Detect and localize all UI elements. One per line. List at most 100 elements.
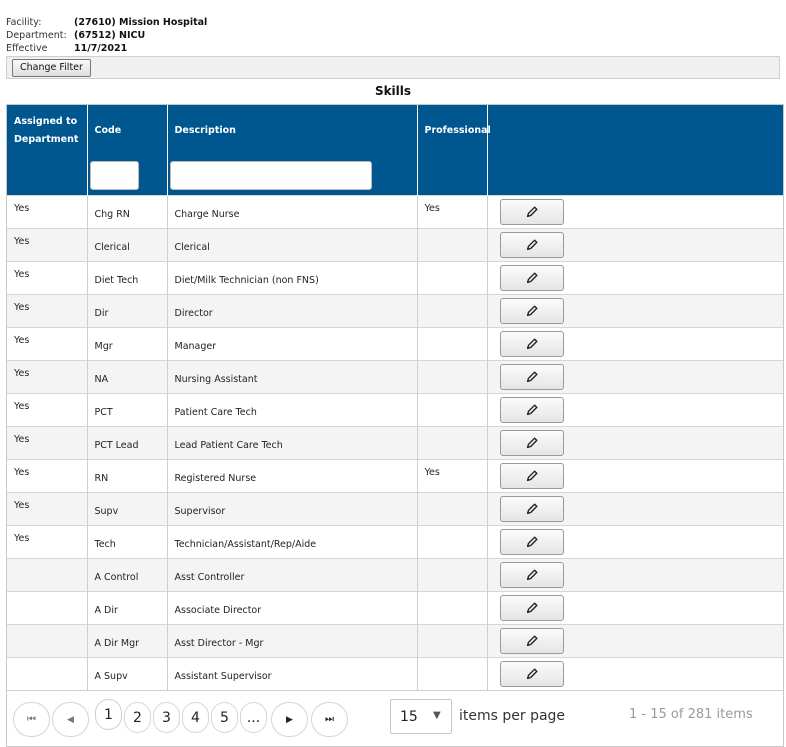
page-4-button[interactable]: 4 — [182, 702, 209, 733]
table-row: Yes PCT Lead Lead Patient Care Tech — [7, 425, 783, 459]
cell-professional — [417, 326, 488, 360]
page-size-select[interactable]: 15 ▼ — [390, 699, 452, 734]
cell-description: Manager — [167, 326, 418, 360]
edit-button[interactable] — [499, 198, 564, 225]
effective-date-value: 11/7/2021 — [74, 43, 128, 54]
cell-actions — [487, 458, 783, 492]
facility-value: (27610) Mission Hospital — [74, 17, 208, 28]
skills-table: Assigned to Department Code Description … — [7, 105, 783, 690]
edit-button[interactable] — [499, 330, 564, 357]
pencil-icon — [525, 502, 539, 516]
cell-code: Mgr — [87, 326, 168, 360]
cell-professional — [417, 623, 488, 657]
cell-professional — [417, 293, 488, 327]
filter-cell-professional — [417, 156, 488, 195]
column-header-assigned[interactable]: Assigned to Department — [7, 105, 88, 156]
page-5-button[interactable]: 5 — [211, 702, 238, 733]
edit-button[interactable] — [499, 627, 564, 654]
pencil-icon — [525, 238, 539, 252]
page-1-button[interactable]: 1 — [95, 699, 122, 730]
edit-button[interactable] — [499, 264, 564, 291]
more-pages-button[interactable]: ... — [240, 702, 267, 733]
cell-professional — [417, 392, 488, 426]
edit-button[interactable] — [499, 297, 564, 324]
chevron-down-icon: ▼ — [433, 710, 441, 721]
edit-button[interactable] — [499, 429, 564, 456]
page-2-label: 2 — [133, 709, 142, 726]
cell-code: A Supv — [87, 656, 168, 690]
edit-button[interactable] — [499, 594, 564, 621]
last-page-button[interactable]: ⏭ — [311, 702, 348, 737]
cell-assigned: Yes — [7, 260, 88, 294]
edit-button[interactable] — [499, 462, 564, 489]
filter-cell-actions — [487, 156, 783, 195]
cell-assigned: Yes — [7, 194, 88, 228]
cell-professional — [417, 227, 488, 261]
pencil-icon — [525, 667, 539, 681]
cell-professional — [417, 557, 488, 591]
edit-button[interactable] — [499, 528, 564, 555]
cell-description: Diet/Milk Technician (non FNS) — [167, 260, 418, 294]
edit-button[interactable] — [499, 231, 564, 258]
prev-page-icon: ◀ — [67, 714, 74, 725]
table-row: Yes RN Registered Nurse Yes — [7, 458, 783, 492]
pencil-icon — [525, 337, 539, 351]
skills-grid: Assigned to Department Code Description … — [6, 104, 784, 747]
cell-description: Asst Controller — [167, 557, 418, 591]
cell-code: Dir — [87, 293, 168, 327]
table-row: Yes PCT Patient Care Tech — [7, 392, 783, 426]
cell-assigned: Yes — [7, 227, 88, 261]
table-row: A Supv Assistant Supervisor — [7, 656, 783, 690]
cell-assigned: Yes — [7, 524, 88, 558]
page-3-button[interactable]: 3 — [153, 702, 180, 733]
next-page-button[interactable]: ▶ — [271, 702, 308, 737]
cell-description: Charge Nurse — [167, 194, 418, 228]
column-header-professional[interactable]: Professional — [417, 105, 491, 156]
cell-professional — [417, 590, 488, 624]
cell-professional — [417, 491, 488, 525]
prev-page-button[interactable]: ◀ — [52, 702, 89, 737]
table-row: Yes Clerical Clerical — [7, 227, 783, 261]
edit-button[interactable] — [499, 660, 564, 687]
page-3-label: 3 — [162, 709, 171, 726]
code-filter-input[interactable] — [89, 160, 139, 190]
facility-row: Facility: (27610) Mission Hospital — [6, 16, 207, 29]
department-label: Department: — [6, 30, 67, 41]
cell-actions — [487, 227, 783, 261]
column-header-description[interactable]: Description — [167, 105, 418, 156]
filter-cell-code — [87, 156, 168, 195]
column-header-code[interactable]: Code — [87, 105, 168, 156]
table-row: Yes Mgr Manager — [7, 326, 783, 360]
first-page-button[interactable]: ⏮ — [13, 702, 50, 737]
pencil-icon — [525, 469, 539, 483]
cell-actions — [487, 557, 783, 591]
table-row: A Dir Mgr Asst Director - Mgr — [7, 623, 783, 657]
pager-range-info: 1 - 15 of 281 items — [629, 707, 753, 722]
cell-assigned: Yes — [7, 392, 88, 426]
page-4-label: 4 — [191, 709, 200, 726]
cell-actions — [487, 425, 783, 459]
pencil-icon — [525, 535, 539, 549]
edit-button[interactable] — [499, 396, 564, 423]
page-2-button[interactable]: 2 — [124, 702, 151, 733]
cell-actions — [487, 194, 783, 228]
edit-button[interactable] — [499, 363, 564, 390]
page-title: Skills — [374, 84, 412, 98]
description-filter-input[interactable] — [169, 160, 372, 190]
edit-button[interactable] — [499, 561, 564, 588]
page-size-value: 15 — [400, 709, 418, 725]
change-filter-button[interactable]: Change Filter — [12, 59, 91, 77]
edit-button[interactable] — [499, 495, 564, 522]
page-5-label: 5 — [220, 709, 229, 726]
cell-actions — [487, 359, 783, 393]
first-page-icon: ⏮ — [27, 714, 36, 725]
cell-description: Associate Director — [167, 590, 418, 624]
cell-description: Supervisor — [167, 491, 418, 525]
header-row: Assigned to Department Code Description … — [7, 105, 783, 156]
cell-description: Registered Nurse — [167, 458, 418, 492]
column-header-actions — [487, 105, 783, 156]
table-row: Yes Chg RN Charge Nurse Yes — [7, 194, 783, 228]
cell-assigned: Yes — [7, 458, 88, 492]
cell-description: Lead Patient Care Tech — [167, 425, 418, 459]
pager: ⏮ ◀ 1 2 3 4 5 ... ▶ ⏭ 15 ▼ items per pag… — [7, 690, 783, 746]
